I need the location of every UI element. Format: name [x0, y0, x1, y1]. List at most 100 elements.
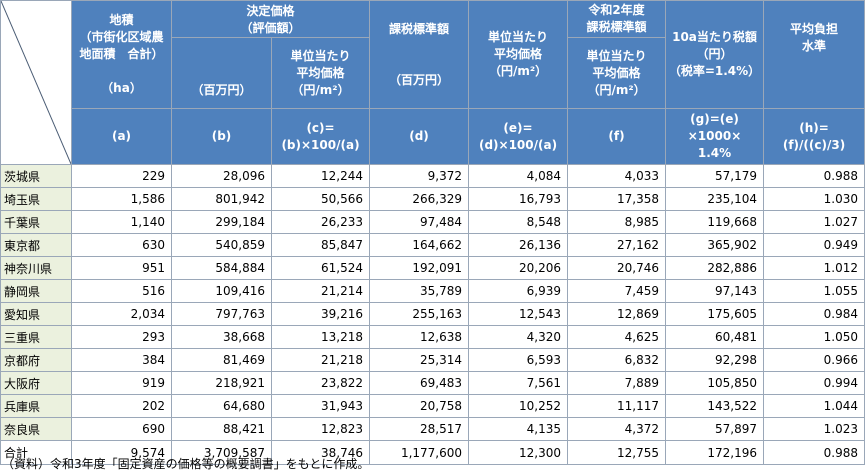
value-d: 255,163: [369, 302, 470, 326]
value-b: 801,942: [171, 187, 272, 211]
header-area: 地積 （市街化区域農 地面積 合計） （ha）: [71, 0, 172, 109]
value-h: 0.988: [763, 164, 865, 188]
header-area-line: 地積: [109, 13, 134, 27]
table-row: 静岡県 516 109,416 21,214 35,789 6,939 7,459 97,14…: [0, 279, 865, 303]
value-g: 119,668: [665, 210, 765, 234]
symbol-e: (e)= (d)×100/(a): [468, 108, 569, 165]
header-line: 単位当たり: [488, 30, 549, 44]
value-d: 9,372: [369, 164, 470, 188]
value-f: 4,033: [567, 164, 667, 188]
header-r2-tax-base: 令和2年度 課税標準額: [567, 0, 667, 38]
value-e: 8,548: [468, 210, 569, 234]
header-line: （百万円）: [191, 82, 252, 97]
table-row: 奈良県 690 88,421 12,823 28,517 4,135 4,372 57,897…: [0, 417, 865, 441]
value-b: 38,668: [171, 325, 272, 349]
value-h: 0.984: [763, 302, 865, 326]
table-row: 埼玉県 1,586 801,942 50,566 266,329 16,793 17,358…: [0, 187, 865, 211]
value-f: 12,755: [567, 440, 667, 465]
header-line: （円/m²）: [587, 82, 646, 97]
header-unit-price: 単位当たり 平均価格 （円/m²）: [270, 37, 371, 109]
value-e: 16,793: [468, 187, 569, 211]
value-c: 26,233: [270, 210, 371, 234]
prefecture-name: 大阪府: [0, 371, 72, 395]
symbol-c: (c)= (b)×100/(a): [270, 108, 371, 165]
value-g: 365,902: [665, 233, 765, 257]
symbol-text: (c)=: [306, 120, 335, 135]
symbol-text: (g)=(e): [690, 112, 739, 126]
prefecture-name: 京都府: [0, 348, 72, 372]
value-f: 4,625: [567, 325, 667, 349]
value-d: 25,314: [369, 348, 470, 372]
value-c: 13,218: [270, 325, 371, 349]
value-h: 1.055: [763, 279, 865, 303]
symbol-text: (f)/((c)/3): [782, 137, 846, 152]
header-tax-per-10a: 10a当たり税額 （円） （税率=1.4%）: [665, 0, 765, 109]
header-line: （税率=1.4%）: [668, 64, 761, 78]
value-f: 7,459: [567, 279, 667, 303]
value-h: 0.988: [763, 440, 865, 465]
symbol-text: (a): [111, 129, 132, 143]
table-row: 愛知県 2,034 797,763 39,216 255,163 12,543 12,869…: [0, 302, 865, 326]
prefecture-name: 神奈川県: [0, 256, 72, 280]
value-f: 4,372: [567, 417, 667, 441]
header-decided-price-line: （評価額）: [240, 21, 301, 35]
symbol-d: (d): [369, 108, 470, 165]
value-b: 218,921: [171, 371, 272, 395]
value-g: 143,522: [665, 394, 765, 418]
table-row: 神奈川県 951 584,884 61,524 192,091 20,206 20,746 2…: [0, 256, 865, 280]
header-tax-base-unit: （百万円）: [389, 72, 450, 87]
prefecture-name: 兵庫県: [0, 394, 72, 418]
value-d: 28,517: [369, 417, 470, 441]
value-f: 27,162: [567, 233, 667, 257]
value-a: 951: [71, 256, 172, 280]
header-decided-price-unit: （百万円）: [171, 37, 272, 109]
value-b: 3,709,587: [171, 440, 272, 465]
value-f: 20,746: [567, 256, 667, 280]
table-row: 茨城県 229 28,096 12,244 9,372 4,084 4,033 57,179 0…: [0, 164, 865, 188]
header-line: 平均価格: [296, 65, 345, 80]
value-b: 81,469: [171, 348, 272, 372]
value-d: 266,329: [369, 187, 470, 211]
value-f: 11,117: [567, 394, 667, 418]
value-f: 7,889: [567, 371, 667, 395]
header-line: 単位当たり: [290, 48, 351, 63]
value-g: 92,298: [665, 348, 765, 372]
table-row: 兵庫県 202 64,680 31,943 20,758 10,252 11,117 143,…: [0, 394, 865, 418]
symbol-text: (b)×100/(a): [281, 137, 360, 152]
value-e: 10,252: [468, 394, 569, 418]
header-line: 平均価格: [592, 65, 641, 80]
prefecture-name: 茨城県: [0, 164, 72, 188]
value-c: 85,847: [270, 233, 371, 257]
table-row: 東京都 630 540,859 85,847 164,662 26,136 27,162 36…: [0, 233, 865, 257]
value-a: 1,140: [71, 210, 172, 234]
value-a: 919: [71, 371, 172, 395]
value-e: 6,593: [468, 348, 569, 372]
value-e: 12,300: [468, 440, 569, 465]
table-row: 三重県 293 38,668 13,218 12,638 4,320 4,625 60,481…: [0, 325, 865, 349]
prefecture-name: 合計: [0, 440, 72, 465]
header-line: 水準: [802, 38, 827, 53]
value-b: 299,184: [171, 210, 272, 234]
header-line: （円）: [696, 47, 733, 61]
value-a: 1,586: [71, 187, 172, 211]
header-tax-base-unit-price: 単位当たり 平均価格 （円/m²）: [468, 0, 569, 109]
value-d: 1,177,600: [369, 440, 470, 465]
prefecture-name: 埼玉県: [0, 187, 72, 211]
header-burden-level: 平均負担 水準: [763, 0, 865, 109]
value-d: 12,638: [369, 325, 470, 349]
header-line: 10a当たり税額: [672, 30, 757, 44]
value-e: 12,543: [468, 302, 569, 326]
value-b: 109,416: [171, 279, 272, 303]
value-e: 7,561: [468, 371, 569, 395]
total-row: 合計 9,574 3,709,587 38,746 1,177,600 12,300 12,…: [0, 440, 865, 465]
value-b: 584,884: [171, 256, 272, 280]
value-c: 12,823: [270, 417, 371, 441]
header-decided-price-line: 決定価格: [246, 4, 295, 18]
value-d: 35,789: [369, 279, 470, 303]
symbol-text: (h)=: [799, 120, 829, 135]
symbol-b: (b): [171, 108, 272, 165]
value-h: 1.023: [763, 417, 865, 441]
value-b: 64,680: [171, 394, 272, 418]
symbol-text: (b): [211, 129, 232, 143]
value-b: 797,763: [171, 302, 272, 326]
